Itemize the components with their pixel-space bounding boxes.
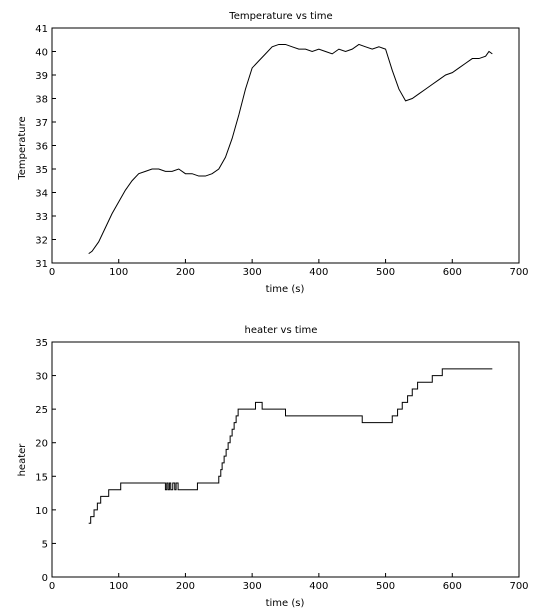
chart-title: heater vs time (245, 325, 318, 336)
y-tick-label: 30 (35, 372, 48, 383)
x-tick-label: 100 (109, 267, 128, 278)
x-tick-label: 0 (49, 581, 55, 592)
y-tick-label: 5 (42, 539, 48, 550)
x-axis-ticks: 0 100 200 300 400 500 600 700 (49, 573, 529, 592)
y-tick-label: 39 (35, 71, 48, 82)
y-tick-label: 31 (35, 259, 48, 270)
y-tick-label: 15 (35, 472, 48, 483)
y-tick-label: 36 (35, 142, 48, 153)
x-tick-label: 500 (376, 267, 395, 278)
y-axis-label: Temperature (17, 116, 28, 180)
x-tick-label: 200 (176, 267, 195, 278)
series-line-heater (88, 368, 493, 524)
y-tick-label: 0 (42, 573, 48, 584)
x-tick-label: 300 (243, 267, 262, 278)
y-tick-label: 34 (35, 189, 48, 200)
y-tick-label: 41 (35, 24, 48, 35)
plot-area-frame (51, 27, 520, 264)
x-axis-label: time (s) (266, 284, 305, 295)
y-tick-label: 37 (35, 118, 48, 129)
x-axis-ticks: 0 100 200 300 400 500 600 700 (49, 259, 529, 278)
y-tick-label: 25 (35, 405, 48, 416)
x-tick-label: 700 (509, 267, 528, 278)
y-tick-label: 35 (35, 165, 48, 176)
x-tick-label: 600 (443, 267, 462, 278)
x-tick-label: 600 (443, 581, 462, 592)
heater-chart: heater vs time 0 100 200 300 400 500 600 700 0 5… (17, 325, 529, 609)
x-tick-label: 700 (509, 581, 528, 592)
y-axis-label: heater (17, 443, 28, 477)
y-tick-label: 20 (35, 439, 48, 450)
y-tick-label: 33 (35, 212, 48, 223)
y-tick-label: 38 (35, 95, 48, 106)
temperature-chart: Temperature vs time 0 100 200 300 400 500 600 7… (17, 11, 529, 295)
y-axis-ticks: 0 5 10 15 20 25 30 35 (35, 338, 56, 584)
y-axis-ticks: 31 32 33 34 35 36 37 38 39 40 41 (35, 24, 56, 270)
x-tick-label: 500 (376, 581, 395, 592)
plot-area-frame (51, 341, 520, 578)
x-tick-label: 400 (309, 267, 328, 278)
x-tick-label: 100 (109, 581, 128, 592)
y-tick-label: 35 (35, 338, 48, 349)
x-tick-label: 400 (309, 581, 328, 592)
x-axis-label: time (s) (266, 598, 305, 609)
y-tick-label: 40 (35, 48, 48, 59)
chart-title: Temperature vs time (228, 11, 332, 22)
series-line-temperature (88, 43, 493, 255)
x-tick-label: 0 (49, 267, 55, 278)
y-tick-label: 32 (35, 236, 48, 247)
x-tick-label: 300 (243, 581, 262, 592)
y-tick-label: 10 (35, 506, 48, 517)
x-tick-label: 200 (176, 581, 195, 592)
